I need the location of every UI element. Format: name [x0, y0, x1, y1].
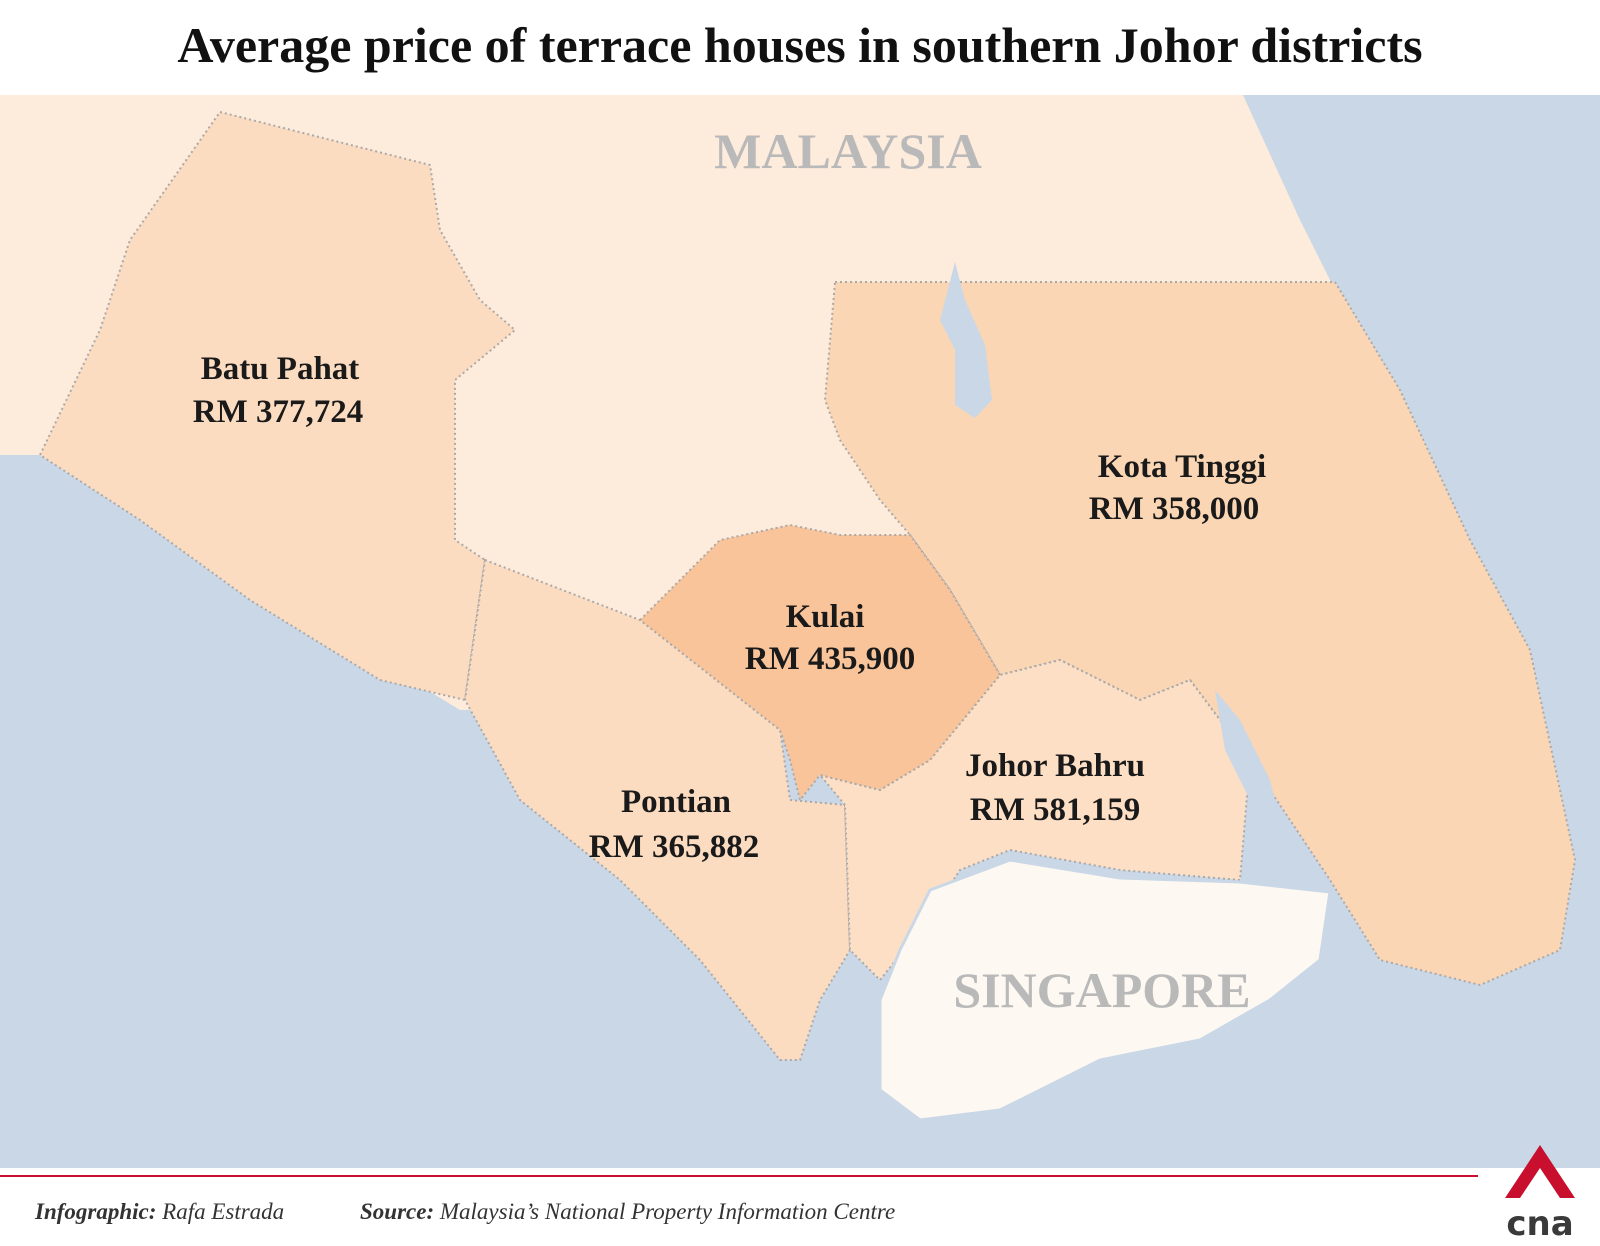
source: Source: Malaysia’s National Property Inf…: [360, 1199, 895, 1224]
district-name: Johor Bahru: [965, 748, 1145, 784]
map: [0, 95, 1600, 1168]
title: Average price of terrace houses in south…: [177, 17, 1422, 73]
district-name: Batu Pahat: [201, 351, 360, 387]
region-label: MALAYSIA: [714, 123, 982, 179]
source-value: Malaysia’s National Property Information…: [439, 1199, 895, 1224]
source-label: Source:: [360, 1199, 434, 1224]
district-price: RM 358,000: [1089, 491, 1259, 527]
credit: Infographic: Rafa Estrada: [34, 1199, 284, 1224]
kulai: [638, 523, 1002, 803]
district-price: RM 365,882: [589, 829, 759, 865]
region-label: SINGAPORE: [953, 962, 1250, 1018]
district-price: RM 435,900: [745, 641, 915, 677]
credit-value: Rafa Estrada: [161, 1199, 284, 1224]
batu-pahat: [38, 110, 517, 702]
district-name: Pontian: [621, 784, 731, 820]
water: [940, 262, 1285, 850]
district-labels: Batu Pahat RM 377,724 Kota Tinggi RM 358…: [193, 351, 1266, 865]
district-name: RM 581,159: [970, 792, 1140, 828]
district-name: Kota Tinggi: [1098, 449, 1266, 485]
credit-label: Infographic:: [34, 1199, 156, 1224]
district-price: RM 377,724: [193, 394, 363, 430]
logo-mark: [1505, 1145, 1575, 1198]
district-name: Kulai: [786, 599, 865, 635]
singapore-land: [878, 858, 1332, 1122]
pontian: [463, 558, 852, 1061]
logo-text: cna: [1506, 1204, 1573, 1244]
